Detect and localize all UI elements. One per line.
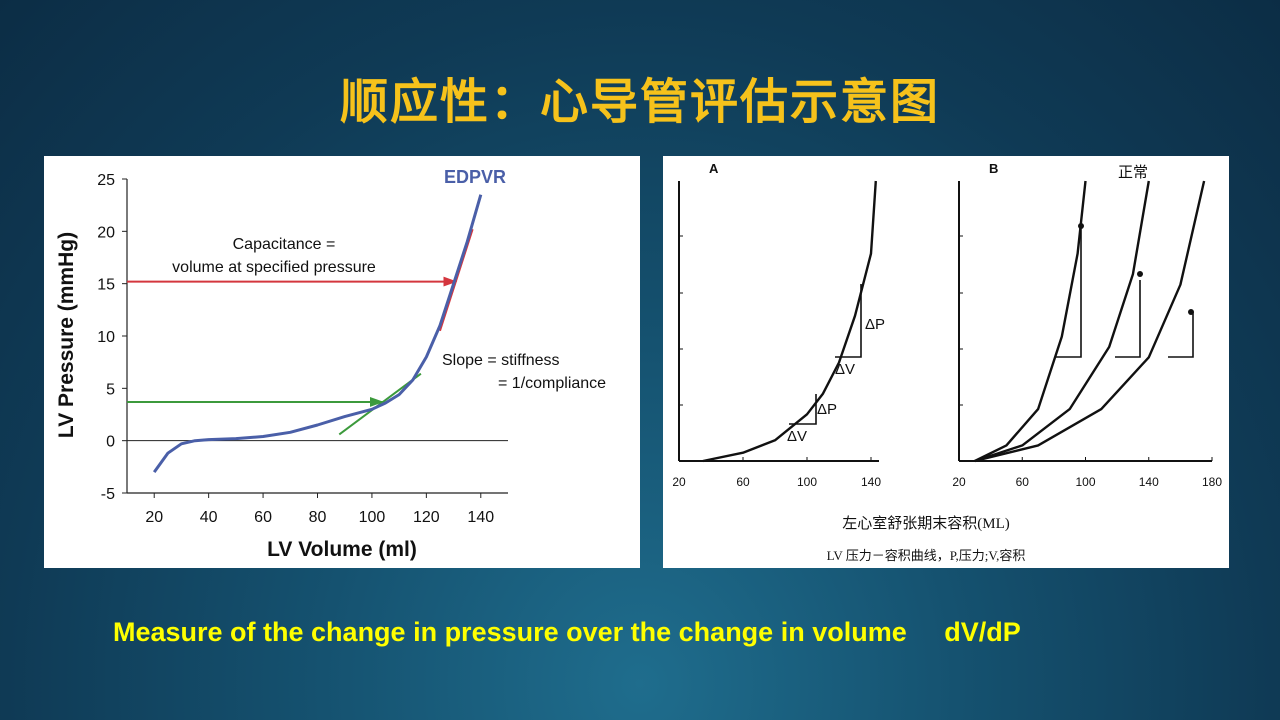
y-tick-label: 0	[106, 434, 115, 451]
panel-x-tick-label: 180	[1202, 475, 1222, 489]
edpvr-chart: -5 0 5 10 15 20 25 20 40 60 80 100 120 140 EDPVR Capa…	[55, 167, 606, 561]
pv-curve	[702, 180, 877, 463]
y-tick-label: 20	[97, 224, 115, 241]
lv-pv-curves-figure: 20 60 100 140 20 60 100 140 180 A B 正常 ΔP ΔV ΔP …	[663, 156, 1229, 568]
y-tick-label: 15	[97, 277, 115, 294]
edpvr-label: EDPVR	[444, 167, 506, 187]
pv-curve	[974, 180, 1150, 463]
panel-x-tick-label: 140	[861, 475, 881, 489]
curve-marker-dot	[1078, 223, 1084, 229]
panel-x-tick-label: 140	[1139, 475, 1159, 489]
slide-caption: Measure of the change in pressure over t…	[113, 617, 1021, 647]
delta-p-label-lower: ΔP	[817, 401, 837, 418]
slope-triangle	[1168, 312, 1194, 358]
panel-x-tick-label: 60	[736, 475, 750, 489]
delta-v-label-lower: ΔV	[787, 428, 807, 445]
slope-triangle	[835, 284, 862, 358]
x-tick-label: 80	[309, 509, 327, 526]
edpvr-figure: -5 0 5 10 15 20 25 20 40 60 80 100 120 140 EDPVR Capa…	[44, 156, 640, 568]
panel-b-label: B	[989, 161, 998, 176]
y-tick-label: -5	[101, 486, 115, 503]
y-axis-label: LV Pressure (mmHg)	[55, 232, 78, 438]
lv-pv-chart: 20 60 100 140 20 60 100 140 180 A B 正常 ΔP ΔV ΔP …	[672, 161, 1222, 563]
panel-x-tick-label: 20	[672, 475, 686, 489]
right-x-axis-label: 左心室舒张期末容积(ML)	[842, 515, 1010, 532]
pv-curve	[974, 180, 1087, 463]
x-tick-label: 140	[467, 509, 494, 526]
y-tick-label: 5	[106, 381, 115, 398]
slope-triangle	[1056, 226, 1082, 358]
x-axis-label: LV Volume (ml)	[267, 538, 417, 561]
curve-marker-dot	[1137, 271, 1143, 277]
slope-triangle	[789, 394, 817, 425]
slope-label-line1: Slope = stiffness	[442, 352, 560, 369]
x-tick-label: 120	[413, 509, 440, 526]
normal-label: 正常	[1118, 164, 1148, 181]
panel-a-label: A	[709, 161, 719, 176]
delta-p-label-upper: ΔP	[865, 316, 885, 333]
slope-label-line2: = 1/compliance	[498, 375, 606, 392]
slide-title: 顺应性：心导管评估示意图	[339, 74, 940, 130]
right-figure-caption: LV 压力－容积曲线，P,压力;V,容积	[827, 548, 1026, 563]
delta-v-label-upper: ΔV	[835, 361, 855, 378]
panel-x-tick-label: 20	[952, 475, 966, 489]
panel-x-tick-label: 100	[1075, 475, 1095, 489]
panel-x-tick-label: 100	[797, 475, 817, 489]
x-tick-label: 40	[200, 509, 218, 526]
x-tick-label: 60	[254, 509, 272, 526]
edpvr-curve	[152, 194, 483, 473]
slope-triangle	[1115, 280, 1141, 358]
edpvr-axes	[126, 179, 508, 494]
capacitance-label-line1: Capacitance =	[233, 236, 336, 253]
curve-marker-dot	[1188, 309, 1194, 315]
x-tick-label: 100	[359, 509, 386, 526]
y-tick-label: 10	[97, 329, 115, 346]
y-tick-label: 25	[97, 172, 115, 189]
pv-curve	[974, 180, 1206, 463]
panel-x-tick-label: 60	[1016, 475, 1030, 489]
capacitance-label-line2: volume at specified pressure	[172, 259, 376, 276]
x-tick-label: 20	[145, 509, 163, 526]
